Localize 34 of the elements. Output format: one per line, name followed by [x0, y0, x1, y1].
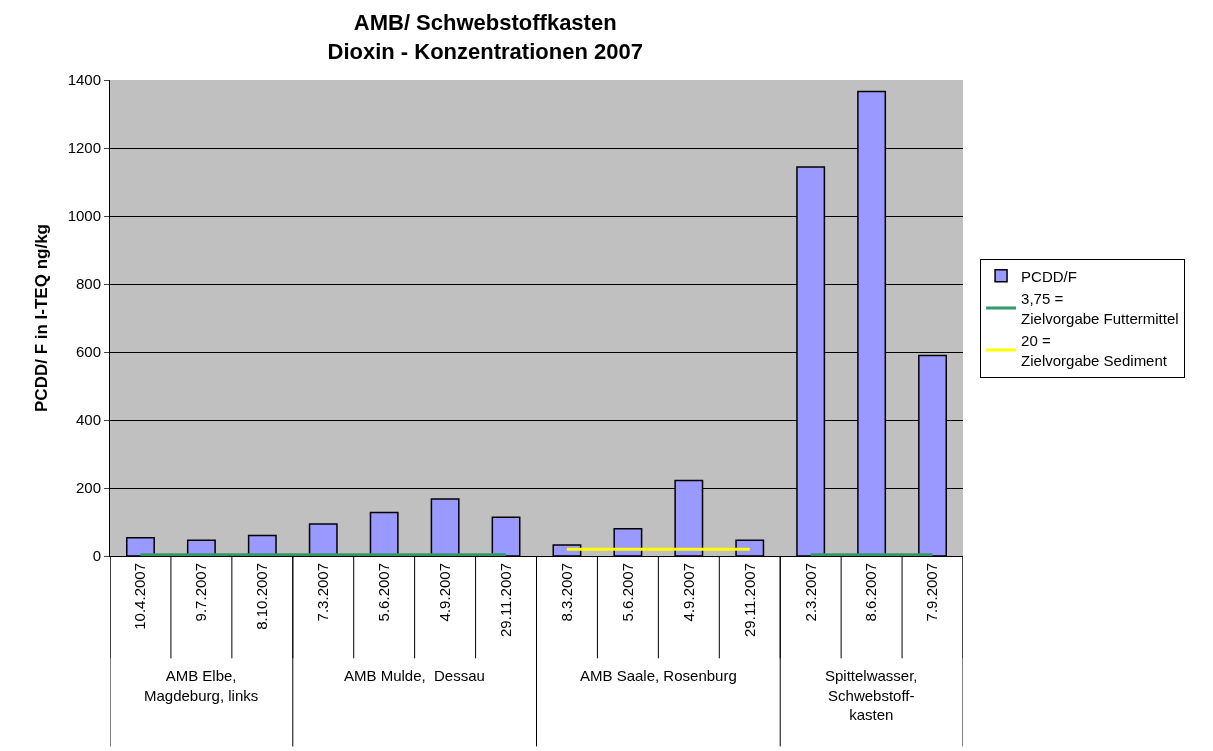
x-tick-label: 9.7.2007: [192, 563, 210, 622]
x-tick-label: 5.6.2007: [618, 563, 636, 622]
text: AMB Mulde, Dessau: [344, 667, 485, 684]
x-tick-label: 4.9.2007: [435, 563, 453, 622]
x-tick-label: 7.9.2007: [923, 563, 941, 622]
bar: [430, 498, 460, 556]
x-tick-label: 8.3.2007: [557, 563, 575, 622]
x-tick-label: 8.6.2007: [862, 563, 880, 622]
y-tick-label: 600: [75, 343, 101, 361]
bar: [369, 511, 399, 556]
chart-title: AMB/ Schwebstoffkasten Dioxin - Konzentrationen 2007: [327, 10, 643, 64]
text: Spittelwasser, Schwebstoff-kasten: [825, 667, 918, 723]
y-tick-label: 800: [75, 275, 101, 293]
y-tick-label: 1000: [67, 207, 101, 225]
text: AMB Saale, Rosenburg: [580, 667, 737, 684]
y-tick-label: 0: [92, 547, 101, 565]
bar: [308, 523, 338, 556]
y-tick-label: 400: [75, 411, 101, 429]
x-tick-label: 29.11.2007: [496, 563, 514, 637]
x-tick-label: 8.10.2007: [253, 563, 271, 630]
x-tick-label: 5.6.2007: [375, 563, 393, 622]
text: AMB Elbe, Magdeburg, links: [144, 667, 259, 704]
x-tick-label: 10.4.2007: [131, 563, 149, 630]
x-tick-label: 2.3.2007: [801, 563, 819, 622]
y-axis-title: PCDD/ F in I-TEQ ng/kg: [32, 224, 52, 412]
legend-label: 3,75 = Zielvorgabe Futtermittel: [1021, 290, 1179, 327]
y-tick-label: 200: [75, 479, 101, 497]
legend-label: 20 = Zielvorgabe Sediment: [1021, 332, 1168, 369]
x-tick-label: 4.9.2007: [679, 563, 697, 622]
x-tick-label: 7.3.2007: [314, 563, 332, 622]
legend-label: PCDD/F: [1021, 267, 1077, 285]
x-tick-label: 29.11.2007: [740, 563, 758, 637]
y-tick-label: 1200: [67, 139, 101, 157]
y-tick-label: 1400: [67, 71, 101, 89]
